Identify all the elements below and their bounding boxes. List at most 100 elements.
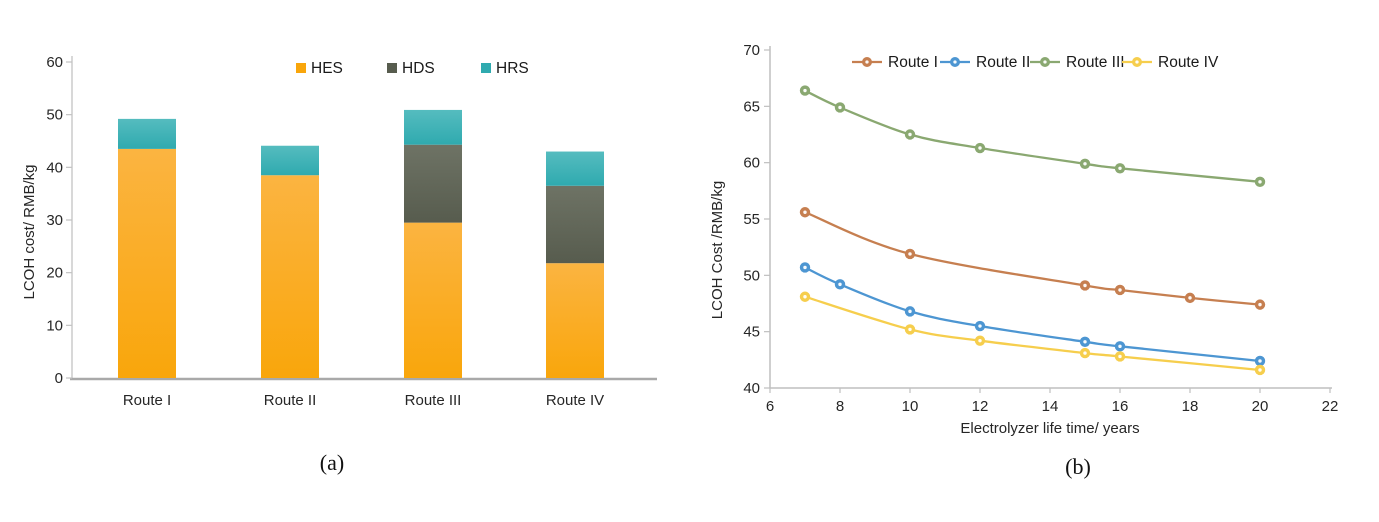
bar-segment-hds-route-iv (546, 185, 604, 264)
legend-item-route-iii: Route III (1030, 54, 1125, 71)
y-tick-label: 70 (743, 42, 760, 59)
x-tick-label: 22 (1322, 398, 1339, 415)
marker-center-dot (803, 295, 807, 299)
x-tick-label: 10 (902, 398, 919, 415)
marker-center-dot (908, 252, 912, 256)
marker-center-dot (978, 338, 982, 343)
data-point-route-i (1254, 299, 1266, 310)
marker-center-dot (1083, 162, 1087, 166)
series-line-route-iv (803, 295, 1262, 372)
data-point-route-i (904, 248, 916, 260)
marker-center-dot (978, 146, 982, 150)
marker-center-dot (1043, 60, 1047, 64)
x-tick-label: 12 (972, 398, 989, 415)
x-category-label: Route II (264, 392, 317, 409)
legend-item-hds: HDS (387, 60, 435, 77)
x-tick-label: 8 (836, 398, 844, 415)
data-point-route-iv (1254, 364, 1266, 376)
marker-center-dot (1083, 283, 1087, 288)
legend-swatch (481, 63, 491, 73)
legend-label: Route II (976, 54, 1030, 71)
marker-center-dot (953, 60, 957, 64)
y-tick-label: 20 (46, 265, 63, 282)
series-line-route-i (803, 211, 1262, 306)
bar-chart-y-axis-title: LCOH cost/ RMB/kg (21, 164, 38, 299)
bar-segment-hes-route-i (118, 148, 176, 378)
y-tick-label: 50 (46, 107, 63, 124)
legend-item-hrs: HRS (481, 60, 529, 77)
x-tick-label: 20 (1252, 398, 1269, 415)
bar-chart: 0 10 20 30 40 50 60 Route I Route II Route III Rou… (46, 54, 657, 409)
data-point-route-iii (1114, 163, 1126, 174)
bar-segment-hrs-route-iii (404, 109, 462, 145)
y-tick-label: 0 (55, 370, 63, 387)
marker-center-dot (908, 327, 912, 332)
data-point-route-ii (1079, 336, 1091, 348)
marker-center-dot (838, 282, 842, 287)
data-point-route-iv (799, 291, 811, 302)
marker-center-dot (1258, 368, 1262, 372)
marker-center-dot (1118, 288, 1122, 292)
marker-center-dot (803, 210, 807, 214)
data-point-route-ii (904, 306, 916, 317)
marker-center-dot (908, 309, 912, 314)
data-point-route-i (1184, 292, 1196, 304)
legend-marker (1132, 57, 1142, 67)
series-route-iv (799, 291, 1266, 376)
marker-center-dot (1083, 351, 1087, 355)
data-point-route-iii (834, 102, 846, 113)
legend-label: Route IV (1158, 54, 1219, 71)
x-category-label: Route I (123, 392, 171, 409)
y-tick-label: 50 (743, 267, 760, 284)
data-point-route-iii (974, 142, 986, 154)
x-tick-label: 6 (766, 398, 774, 415)
marker-center-dot (1258, 302, 1262, 307)
marker-center-dot (1135, 60, 1139, 64)
line-chart-y-axis-title: LCOH Cost /RMB/kg (709, 181, 726, 319)
bar-segment-hrs-route-i (118, 118, 176, 149)
data-point-route-ii (974, 320, 986, 332)
legend-marker (950, 57, 960, 67)
legend-item-route-iv: Route IV (1122, 54, 1219, 71)
y-tick-label: 60 (743, 155, 760, 172)
marker-center-dot (978, 324, 982, 328)
y-tick-label: 55 (743, 211, 760, 228)
bar-segment-hes-route-iv (546, 263, 604, 378)
y-tick-label: 60 (46, 54, 63, 71)
y-tick-label: 40 (743, 380, 760, 397)
x-category-label: Route III (405, 392, 462, 409)
marker-center-dot (1118, 354, 1122, 359)
line-chart: 6 8 10 12 14 16 18 20 22 40 45 50 55 60 65 70 Route I Rou… (743, 42, 1338, 415)
x-category-label: Route IV (546, 392, 604, 409)
caption-b: (b) (1065, 454, 1091, 479)
legend-swatch (387, 63, 397, 73)
x-tick-label: 18 (1182, 398, 1199, 415)
data-point-route-ii (1254, 355, 1266, 367)
legend-marker (862, 57, 872, 67)
legend-item-route-ii: Route II (940, 54, 1030, 71)
data-point-route-ii (799, 262, 811, 273)
series-route-iii (799, 85, 1266, 188)
legend-label: Route III (1066, 54, 1125, 71)
data-point-route-i (1114, 284, 1126, 296)
y-tick-label: 40 (46, 159, 63, 176)
data-point-route-iv (1079, 347, 1091, 359)
data-point-route-iv (904, 324, 916, 335)
x-tick-label: 14 (1042, 398, 1059, 415)
series-route-ii (799, 262, 1266, 367)
legend-label: HES (311, 60, 343, 77)
data-point-route-iii (1254, 176, 1266, 188)
y-tick-label: 10 (46, 317, 63, 334)
bar-segment-hrs-route-ii (261, 145, 319, 176)
marker-center-dot (865, 60, 869, 64)
x-tick-label: 16 (1112, 398, 1129, 415)
legend-item-route-i: Route I (852, 54, 938, 71)
legend-item-hes: HES (296, 60, 343, 77)
data-point-route-iii (904, 129, 916, 140)
data-point-route-ii (1114, 341, 1126, 352)
data-point-route-iii (1079, 158, 1091, 169)
marker-center-dot (838, 105, 842, 110)
bar-segment-hes-route-iii (404, 222, 462, 378)
